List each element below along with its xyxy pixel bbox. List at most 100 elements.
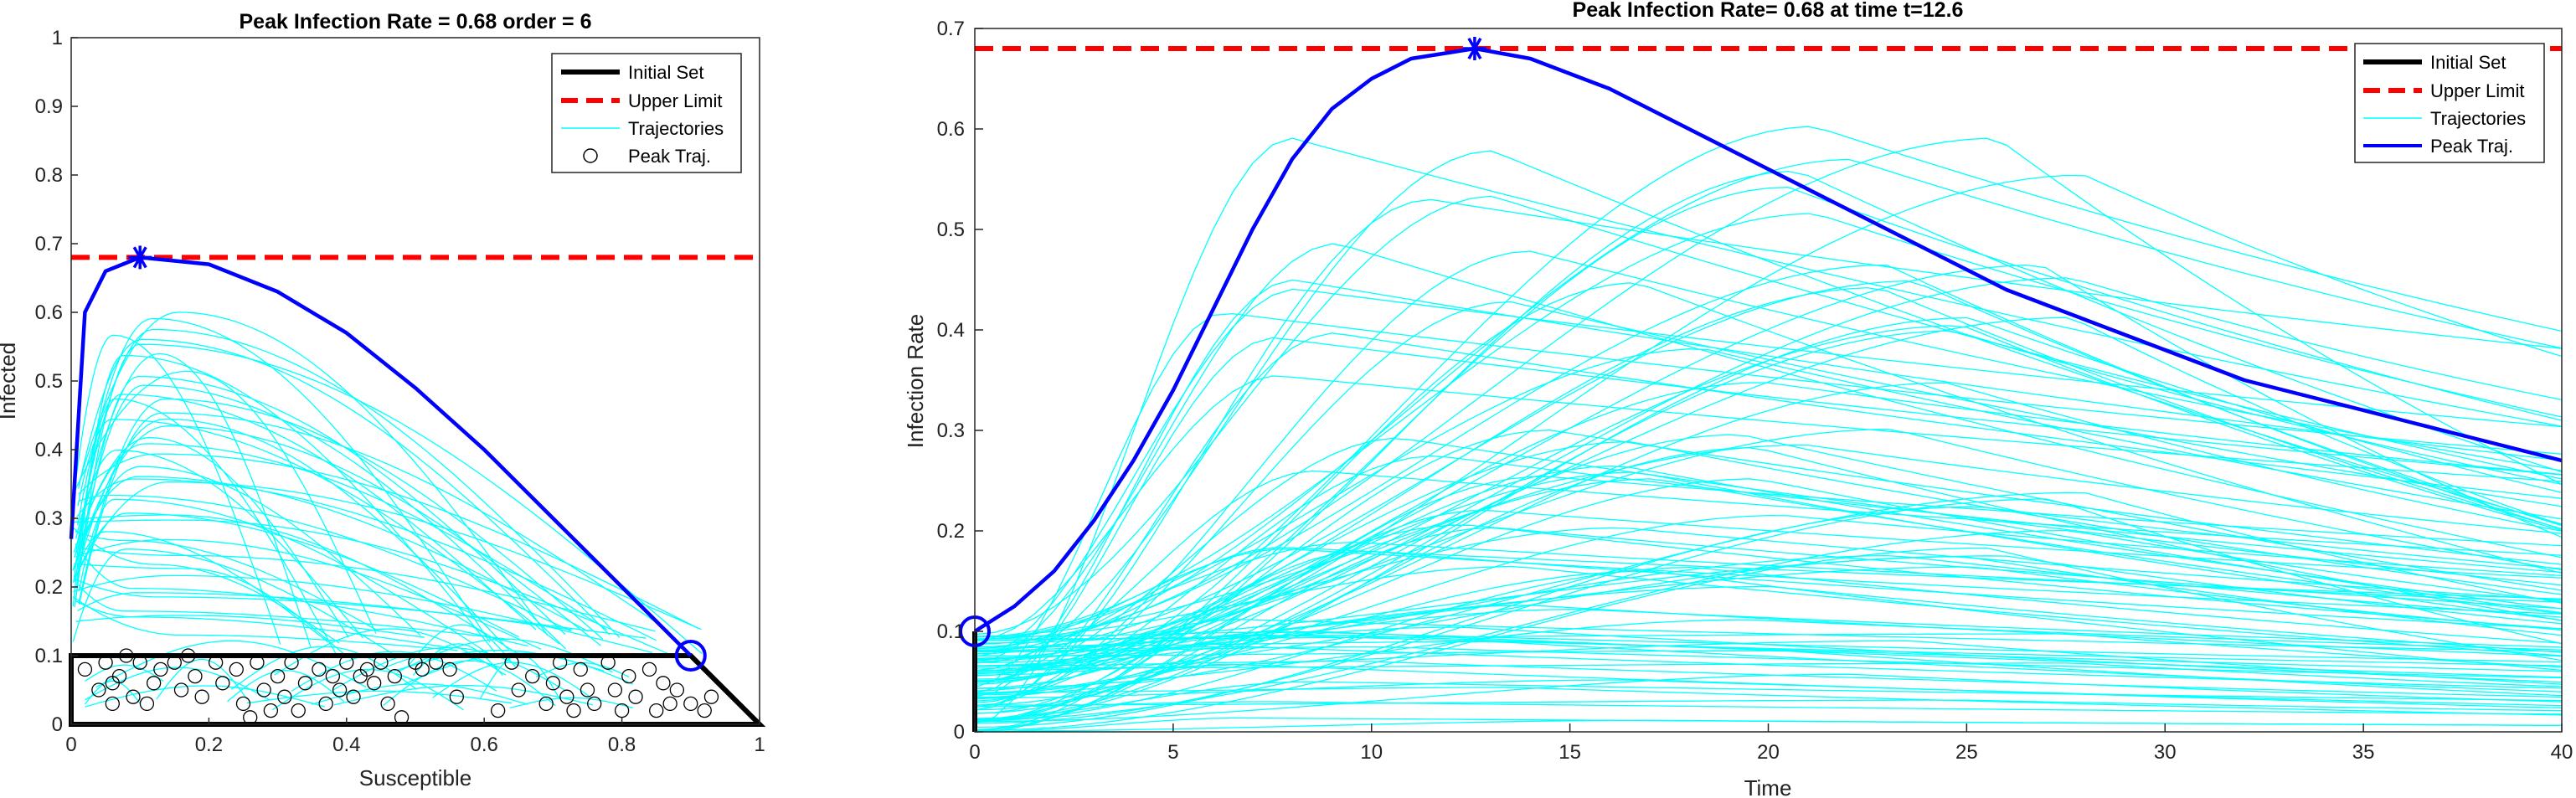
left-peak-traj-point [662, 696, 677, 712]
left-y-tick-label: 0.7 [35, 233, 63, 255]
left-x-label: Susceptible [359, 765, 471, 790]
right-chart: Peak Infection Rate= 0.68 at time t=12.6… [903, 0, 2573, 798]
left-peak-traj-point [263, 703, 279, 718]
right-trajectory-line [974, 428, 2563, 659]
left-y-tick-label: 0.9 [35, 95, 63, 118]
right-trajectory-line [974, 471, 2563, 673]
left-peak-traj-point [656, 676, 671, 691]
left-peak-traj-point [559, 689, 574, 704]
right-trajectory-line [974, 277, 2563, 680]
right-trajectory-line [974, 444, 2563, 637]
left-y-tick-label: 0.3 [35, 507, 63, 530]
left-y-tick-label: 0.8 [35, 164, 63, 187]
left-peak-traj-point [126, 689, 141, 704]
left-peak-traj-point [504, 655, 519, 670]
left-peak-traj-point [374, 655, 389, 670]
right-trajectory-line [975, 687, 2563, 716]
right-trajectory-line [975, 719, 2563, 732]
left-trajectory-line [72, 425, 601, 646]
right-trajectory-line [974, 158, 2563, 652]
right-trajectory-line [974, 524, 2563, 685]
right-trajectory-line [974, 280, 2563, 655]
left-trajectory-line [74, 563, 344, 654]
right-trajectory-line [974, 312, 2563, 688]
right-trajectories [974, 126, 2563, 733]
left-peak-traj-point [621, 668, 636, 684]
left-trajectory-line [333, 684, 594, 706]
left-peak-traj-point [167, 655, 182, 670]
left-peak-start-marker [674, 640, 707, 672]
right-legend-peak: Peak Traj. [2430, 136, 2513, 157]
left-x-tick-label: 0 [65, 734, 76, 756]
left-peak-traj-point [545, 676, 561, 691]
right-trajectory-line [974, 337, 2563, 698]
left-y-label: Infected [0, 342, 20, 420]
left-peak-traj-point [697, 703, 712, 718]
left-peak-traj-point [208, 655, 224, 670]
right-trajectory-line [974, 619, 2563, 689]
right-y-tick-label: 0 [954, 721, 965, 744]
left-peak-traj-point [442, 662, 457, 677]
right-trajectory-line [974, 375, 2563, 641]
right-trajectory-line [974, 527, 2563, 731]
left-trajectory-line [85, 664, 164, 682]
right-trajectory-line [974, 264, 2563, 661]
left-peak-traj-point [359, 662, 375, 677]
right-trajectory-line [974, 170, 2563, 723]
left-legend-initial: Initial Set [628, 62, 704, 83]
left-trajectory-line [73, 466, 421, 636]
left-peak-traj-point [173, 682, 189, 698]
left-peak-traj-point [346, 689, 361, 704]
right-trajectory-line [974, 243, 2563, 663]
left-trajectory-line [75, 600, 451, 649]
left-trajectory-line [156, 658, 248, 700]
left-peak-traj-point [235, 696, 251, 712]
right-x-tick-label: 10 [1360, 741, 1383, 764]
right-trajectory-line [974, 382, 2563, 698]
left-trajectory-line [75, 481, 702, 631]
left-trajectory-line [95, 640, 367, 688]
right-trajectory-line [974, 330, 2563, 711]
left-trajectory-line [509, 697, 633, 709]
right-trajectory-line [975, 699, 2563, 712]
left-peak-traj-point [284, 655, 299, 670]
right-y-label: Infection Rate [903, 314, 928, 448]
left-x-tick-label: 0.8 [608, 734, 636, 756]
left-peak-traj-point [215, 676, 230, 691]
left-peak-traj-point [318, 696, 333, 712]
right-trajectory-line [974, 660, 2563, 698]
right-x-tick-label: 35 [2352, 741, 2375, 764]
right-trajectory-line [974, 619, 2563, 677]
right-x-tick-label: 30 [2154, 741, 2177, 764]
right-trajectory-line [974, 478, 2563, 675]
left-legend-traj: Trajectories [628, 118, 724, 139]
left-peak-traj-point [429, 655, 444, 670]
right-trajectory-line [974, 213, 2563, 638]
left-peak-traj-point [277, 689, 292, 704]
right-trajectory-line [974, 609, 2563, 664]
left-peak-traj-point [511, 682, 526, 698]
right-x-tick-label: 25 [1955, 741, 1978, 764]
right-trajectory-line [974, 566, 2563, 722]
left-peak-traj-point [105, 676, 120, 691]
right-legend-initial: Initial Set [2430, 52, 2506, 73]
right-trajectory-line [974, 137, 2563, 648]
right-trajectory-line [974, 288, 2563, 658]
left-peak-traj-point [600, 655, 616, 670]
left-trajectory-line [77, 514, 519, 655]
left-trajectory-line [75, 449, 363, 639]
right-chart-title: Peak Infection Rate= 0.68 at time t=12.6 [1573, 0, 1964, 22]
right-y-tick-label: 0.6 [937, 118, 965, 141]
left-peak-traj-point [587, 696, 602, 712]
left-x-tick-label: 1 [754, 734, 765, 756]
left-y-tick-label: 0.1 [35, 645, 63, 667]
left-trajectory-line [332, 646, 565, 691]
left-peak-star-marker [128, 245, 152, 270]
left-peak-traj-point [580, 682, 595, 698]
left-peak-traj-point [703, 689, 719, 704]
left-peak-traj-point [614, 703, 630, 718]
left-trajectory-line [74, 343, 703, 654]
right-plot-area [975, 28, 2562, 732]
left-peak-traj-point [669, 682, 685, 698]
